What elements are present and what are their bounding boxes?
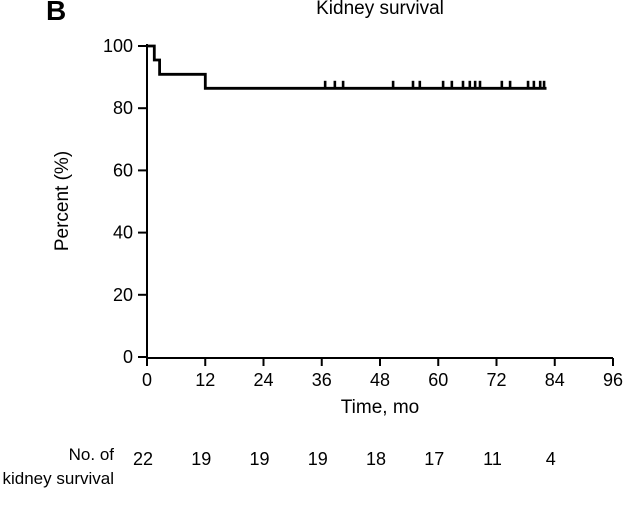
risk-count: 19: [249, 449, 270, 469]
y-tick-label: 80: [113, 98, 133, 118]
chart-title: Kidney survival: [316, 0, 444, 19]
risk-table-counts: 22 19 19 19 18 17 11 4: [0, 449, 634, 471]
risk-count: 22: [132, 449, 154, 469]
x-tick-label: 72: [486, 370, 506, 390]
x-tick-label: 60: [428, 370, 448, 390]
panel-label: B: [46, 0, 67, 26]
x-axis-title: Time, mo: [340, 397, 420, 418]
x-tick-label: 12: [195, 370, 215, 390]
x-tick-label: 48: [370, 370, 390, 390]
risk-count: 11: [483, 449, 502, 469]
x-tick-label: 96: [603, 370, 623, 390]
risk-count: 19: [307, 449, 328, 469]
x-tick-label: 0: [142, 370, 152, 390]
risk-count: 4: [545, 449, 556, 469]
y-tick-label: 100: [103, 36, 133, 56]
x-tick-label: 24: [253, 370, 273, 390]
risk-count: 19: [191, 449, 212, 469]
survival-curve: [147, 44, 547, 90]
risk-count: 18: [365, 449, 387, 469]
risk-table-label-line2: kidney survival: [2, 469, 115, 488]
risk-table-label: No. of kidney survival: [0, 443, 115, 491]
risk-count: 17: [424, 449, 445, 469]
y-tick-label: 60: [113, 160, 133, 180]
x-tick-label: 36: [312, 370, 332, 390]
x-tick-label: 84: [545, 370, 565, 390]
y-tick-label: 40: [113, 223, 133, 243]
risk-table-label-line1: No. of: [68, 445, 114, 464]
y-tick-label: 0: [123, 347, 133, 367]
y-tick-label: 20: [113, 285, 133, 305]
